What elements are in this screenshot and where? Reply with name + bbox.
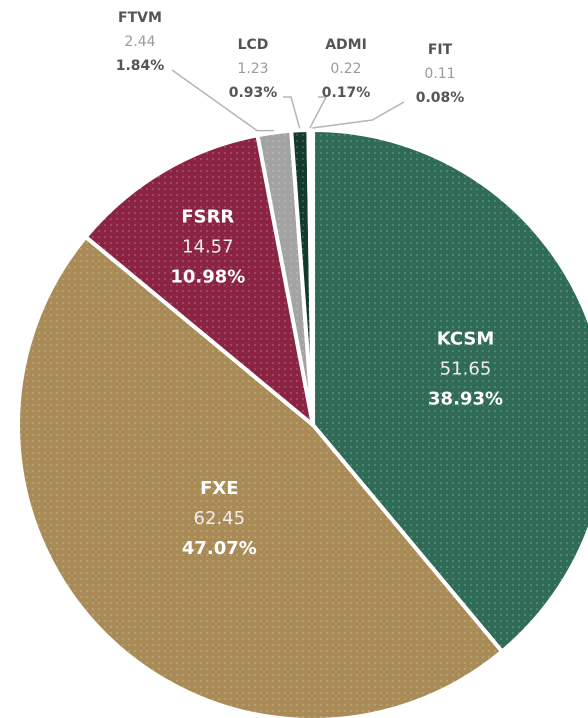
slice-name: FSRR — [181, 206, 234, 227]
leader-line — [283, 96, 301, 129]
slice-value: 1.23 — [237, 61, 268, 77]
leader-line — [312, 101, 405, 129]
slice-value: 14.57 — [182, 236, 234, 257]
slice-percent: 0.17% — [322, 85, 371, 101]
slice-percent: 0.93% — [229, 85, 278, 101]
pie — [16, 127, 588, 718]
labels: KCSM 51.65 38.93% FXE 62.45 47.07% FSRR 14.57 10… — [116, 10, 503, 559]
slice-percent: 0.08% — [416, 90, 465, 106]
slice-name: KCSM — [437, 329, 495, 350]
slice-value: 51.65 — [440, 359, 492, 380]
slice-texture — [18, 236, 503, 718]
slice-texture — [313, 130, 588, 652]
slice-texture — [85, 135, 313, 426]
slice-texture — [257, 130, 313, 425]
slice-name: LCD — [238, 37, 269, 53]
slice-texture — [311, 130, 313, 425]
slice-value: 62.45 — [194, 508, 246, 529]
slice-name: ADMI — [325, 37, 367, 53]
slice-value: 0.11 — [424, 66, 455, 82]
slice-name: FTVM — [118, 10, 162, 26]
slice-percent: 10.98% — [170, 266, 245, 287]
slice-value: 2.44 — [124, 34, 155, 50]
slice-value: 0.22 — [330, 61, 361, 77]
slice-name: FIT — [428, 42, 453, 58]
slice-name: FXE — [200, 478, 238, 499]
leader-line — [171, 69, 275, 132]
slice-percent: 1.84% — [116, 58, 165, 74]
slice-percent: 47.07% — [182, 538, 257, 559]
leader-line — [309, 96, 328, 129]
slice-percent: 38.93% — [428, 389, 503, 410]
